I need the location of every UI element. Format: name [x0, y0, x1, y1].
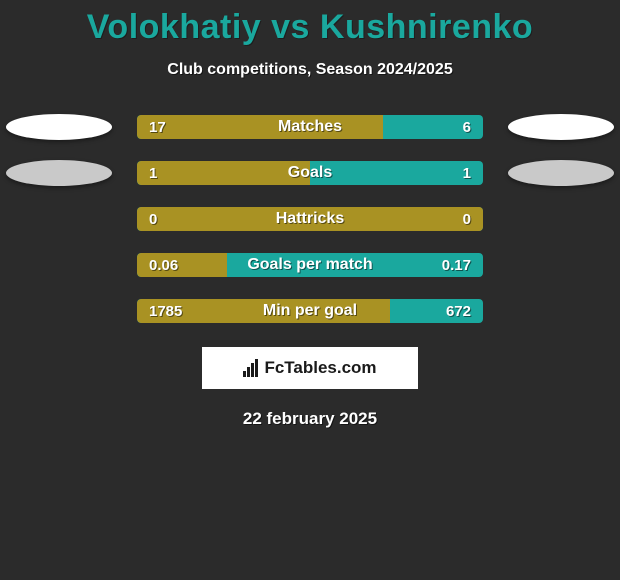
stat-bar-left-fill [137, 161, 310, 185]
page-title: Volokhatiy vs Kushnirenko [0, 8, 620, 47]
stat-bar-left-fill [137, 207, 483, 231]
stat-bar: 0Hattricks0 [137, 207, 483, 231]
stat-bar-left-fill [137, 299, 390, 323]
stat-bar: 17Matches6 [137, 115, 483, 139]
stat-bar-left-fill [137, 253, 227, 277]
stat-bar: 1785Min per goal672 [137, 299, 483, 323]
stat-row: 17Matches6 [0, 115, 620, 139]
logo-text: FcTables.com [264, 358, 376, 378]
main-container: Volokhatiy vs Kushnirenko Club competiti… [0, 0, 620, 429]
stat-bar: 1Goals1 [137, 161, 483, 185]
stat-row: 0.06Goals per match0.17 [0, 253, 620, 277]
stat-row: 1Goals1 [0, 161, 620, 185]
player-shadow-left [6, 114, 112, 140]
stat-row: 0Hattricks0 [0, 207, 620, 231]
player-shadow-right [508, 114, 614, 140]
bar-chart-icon [243, 359, 258, 377]
stat-value-right: 1 [463, 165, 471, 182]
stat-rows: 17Matches6 1Goals1 0Hattricks0 0.06Goals pe… [0, 115, 620, 323]
stat-value-right: 672 [446, 303, 471, 320]
stat-bar: 0.06Goals per match0.17 [137, 253, 483, 277]
stat-bar-left-fill [137, 115, 383, 139]
stat-value-right: 6 [463, 119, 471, 136]
stat-value-right: 0.17 [442, 257, 471, 274]
subtitle: Club competitions, Season 2024/2025 [0, 61, 620, 79]
player-shadow-right [508, 160, 614, 186]
player-shadow-left [6, 160, 112, 186]
date-label: 22 february 2025 [0, 409, 620, 429]
logo-box: FcTables.com [202, 347, 418, 389]
stat-row: 1785Min per goal672 [0, 299, 620, 323]
